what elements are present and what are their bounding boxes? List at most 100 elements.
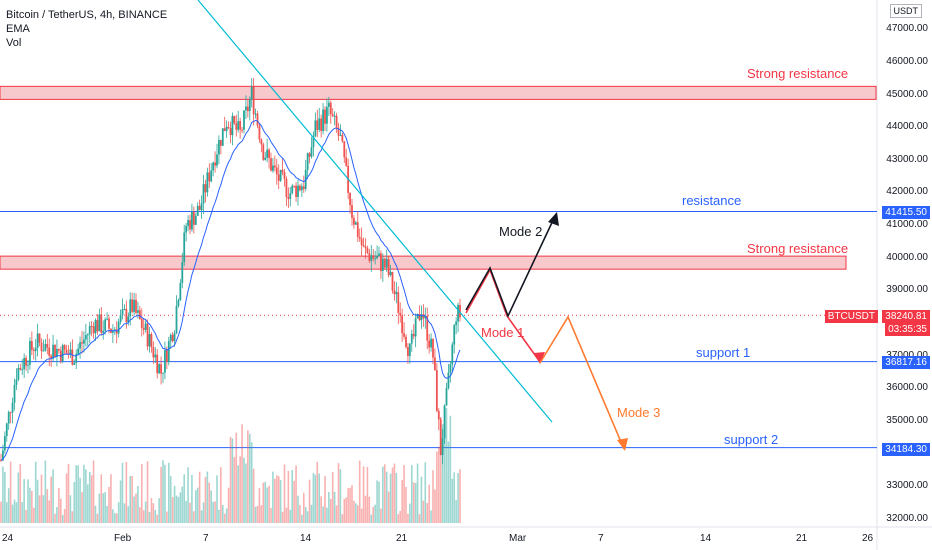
candle-body [129, 299, 132, 317]
candle-body [318, 118, 321, 130]
candle-body [150, 334, 153, 348]
resistance-label[interactable]: resistance [682, 193, 742, 208]
candle-body [212, 162, 215, 171]
candle-body [287, 197, 290, 199]
ema-indicator-label[interactable]: EMA [6, 23, 30, 35]
candle-body [405, 336, 407, 347]
candle-body [5, 423, 8, 437]
candle-body [258, 125, 261, 140]
candle-body [246, 106, 249, 112]
price-axis-tick: 44000.00 [886, 121, 928, 133]
volume-bar [220, 467, 222, 523]
candle-body [322, 109, 324, 132]
volume-bar [331, 472, 334, 523]
volume-bar [233, 457, 236, 523]
volume-bar [414, 483, 417, 523]
candle-body [36, 333, 39, 348]
volume-bar [397, 514, 400, 523]
volume-bar [21, 502, 24, 523]
candle-body [194, 215, 197, 225]
volume-bar [46, 489, 49, 523]
candle-body [316, 120, 319, 130]
candle-body [457, 304, 459, 322]
candle-body [310, 147, 313, 157]
volume-bar [358, 460, 361, 523]
volume-bar [372, 506, 375, 523]
volume-bar [455, 500, 457, 523]
currency-button[interactable]: USDT [889, 4, 922, 18]
candle-body [389, 271, 392, 276]
volume-bar [148, 512, 151, 523]
volume-bar [92, 460, 95, 523]
candle-body [187, 220, 189, 226]
volume-bar [335, 505, 338, 523]
candle-body [420, 314, 423, 321]
candle-body [88, 326, 91, 335]
candle-body [279, 169, 282, 181]
volume-bar [248, 433, 251, 523]
candle-body [424, 315, 427, 319]
volume-bar [320, 496, 322, 523]
candle-body [225, 126, 228, 131]
candle-body [108, 318, 110, 329]
volume-bar [13, 499, 16, 523]
candle-body [281, 169, 284, 173]
candle-body [171, 334, 174, 342]
candle-body [52, 344, 54, 359]
volume-bar [356, 505, 359, 523]
candle-body [94, 320, 97, 334]
candle-body [198, 205, 201, 211]
candle-body [272, 165, 274, 171]
candle-body [308, 153, 311, 157]
volume-bar [395, 472, 398, 523]
volume-bar [387, 491, 390, 523]
volume-bar [254, 506, 257, 523]
mode-1-label[interactable]: Mode 1 [481, 325, 525, 340]
volume-bar [25, 510, 27, 523]
volume-bar [291, 470, 294, 523]
candle-body [7, 412, 10, 424]
volume-bar [362, 466, 365, 523]
price-axis-tick: 45000.00 [886, 88, 928, 100]
volume-bar [121, 462, 124, 523]
volume-bar [389, 473, 392, 523]
time-axis-tick: 7 [203, 533, 209, 544]
candle-body [181, 262, 184, 283]
volume-bar [191, 474, 193, 523]
volume-bar [245, 463, 247, 523]
candle-body [337, 127, 340, 136]
volume-bar [86, 484, 89, 523]
volume-bar [96, 513, 99, 523]
volume-bar [235, 432, 238, 523]
volume-bar [407, 513, 409, 523]
candle-body [169, 334, 172, 342]
candle-body [23, 357, 26, 370]
volume-bar [202, 502, 205, 523]
support-2-label[interactable]: support 2 [724, 432, 779, 447]
candle-body [395, 292, 398, 295]
volume-bar [115, 513, 118, 523]
time-axis-tick: 14 [300, 533, 312, 544]
candle-body [407, 346, 409, 356]
candle-body [218, 139, 220, 155]
volume-bar [347, 488, 349, 523]
volume-bar [231, 438, 234, 523]
strong-resistance-top-label[interactable]: Strong resistance [747, 66, 849, 81]
strong-resistance-mid-label[interactable]: Strong resistance [747, 241, 849, 256]
mode-2-label[interactable]: Mode 2 [499, 224, 543, 239]
candle-body [250, 86, 253, 100]
candle-body [29, 341, 31, 365]
candle-body [358, 236, 361, 239]
volume-bar [250, 442, 253, 523]
volume-bar [418, 514, 421, 523]
volume-bar [167, 462, 170, 523]
volume-indicator-label[interactable]: Vol [6, 37, 22, 49]
volume-bar [441, 424, 444, 523]
candle-body [137, 310, 139, 313]
mode-3-label[interactable]: Mode 3 [617, 405, 661, 420]
support-1-label[interactable]: support 1 [696, 345, 751, 360]
candle-body [387, 259, 390, 276]
volume-bar [247, 430, 249, 523]
volume-bar [302, 492, 305, 523]
